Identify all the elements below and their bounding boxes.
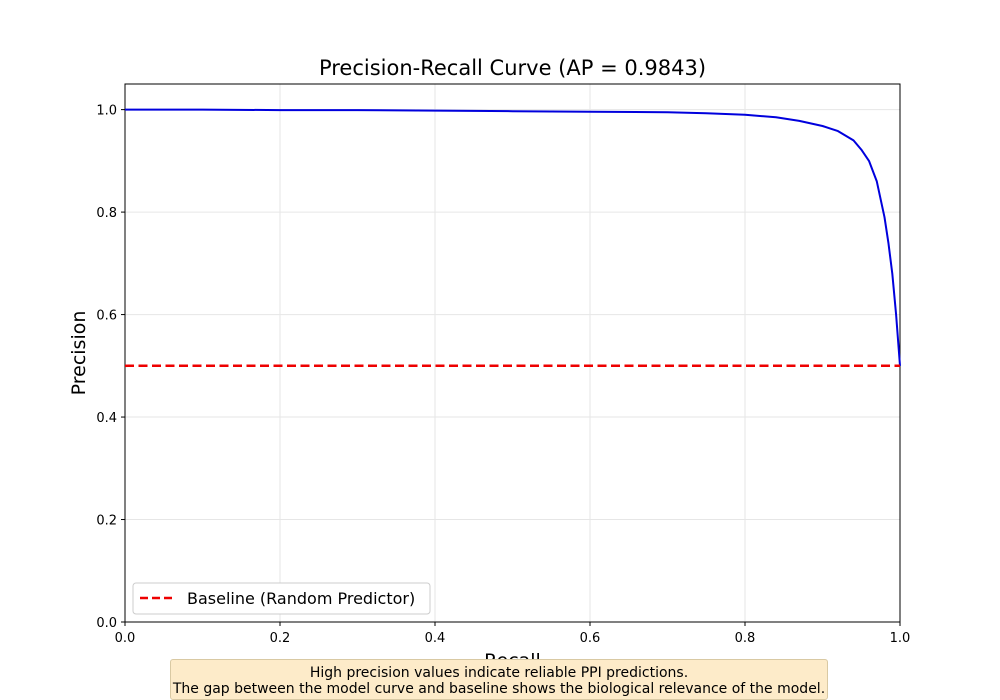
y-tick-label: 0.8 [96, 206, 117, 221]
plot-area-frame [124, 83, 901, 623]
series-layer [125, 108, 901, 368]
x-tick-label: 1.0 [890, 631, 911, 646]
annotation-line-2: The gap between the model curve and base… [172, 681, 826, 697]
x-tick-label: 0.6 [580, 631, 601, 646]
legend: Baseline (Random Predictor) [132, 582, 431, 615]
y-axis-ticks: 0.0 0.2 0.4 0.6 0.8 1.0 [96, 104, 125, 631]
y-tick-label: 0.4 [96, 411, 117, 426]
annotation-box: High precision values indicate reliable … [170, 659, 828, 700]
x-tick-label: 0.2 [270, 631, 291, 646]
legend-box [132, 582, 431, 615]
legend-label-baseline: Baseline (Random Predictor) [187, 589, 415, 608]
y-tick-label: 0.2 [96, 514, 117, 529]
y-axis-title: Precision [68, 311, 90, 396]
y-tick-label: 1.0 [96, 104, 117, 119]
x-axis-ticks: 0.0 0.2 0.4 0.6 0.8 1.0 [115, 622, 911, 646]
y-tick-label: 0.6 [96, 309, 117, 324]
x-tick-label: 0.0 [115, 631, 136, 646]
y-tick-label: 0.0 [96, 616, 117, 631]
x-tick-label: 0.4 [425, 631, 446, 646]
grid-lines [124, 84, 901, 623]
chart-title: Precision-Recall Curve (AP = 0.9843) [319, 56, 706, 80]
x-tick-label: 0.8 [735, 631, 756, 646]
pr-curve-line [125, 108, 901, 366]
annotation-line-1: High precision values indicate reliable … [309, 665, 689, 681]
